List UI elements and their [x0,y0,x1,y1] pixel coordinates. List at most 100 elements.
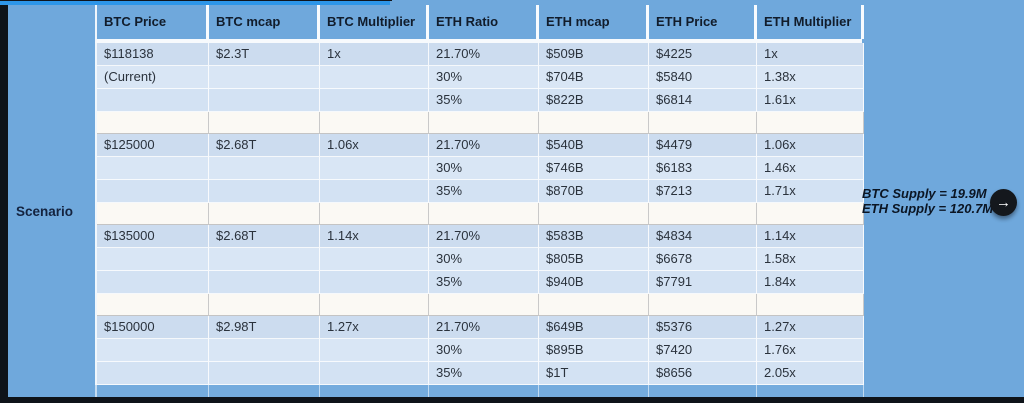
table-cell[interactable] [209,362,320,385]
filler-cell[interactable] [97,385,209,398]
filler-cell[interactable] [209,385,320,398]
table-cell[interactable]: 1.46x [757,157,864,180]
spacer-cell[interactable] [320,294,429,316]
spacer-cell[interactable] [429,294,539,316]
table-cell[interactable]: $5840 [649,66,757,89]
table-cell[interactable]: $8656 [649,362,757,385]
table-cell[interactable] [320,89,429,112]
table-cell[interactable] [97,180,209,203]
table-cell[interactable]: $540B [539,134,649,157]
table-cell[interactable]: 21.70% [429,316,539,339]
table-cell[interactable]: 35% [429,180,539,203]
table-cell[interactable] [209,157,320,180]
table-cell[interactable] [320,157,429,180]
spacer-cell[interactable] [649,294,757,316]
table-cell[interactable] [97,89,209,112]
table-cell[interactable] [209,180,320,203]
table-cell[interactable]: 1.58x [757,248,864,271]
table-cell[interactable]: $704B [539,66,649,89]
table-cell[interactable] [320,362,429,385]
spacer-cell[interactable] [97,203,209,225]
table-cell[interactable] [209,89,320,112]
table-cell[interactable]: $2.68T [209,134,320,157]
spacer-cell[interactable] [757,112,864,134]
table-cell[interactable]: $870B [539,180,649,203]
spacer-cell[interactable] [757,294,864,316]
filler-cell[interactable] [539,385,649,398]
table-cell[interactable]: 2.05x [757,362,864,385]
table-cell[interactable]: 30% [429,66,539,89]
table-cell[interactable]: $6814 [649,89,757,112]
table-cell[interactable]: 1.06x [757,134,864,157]
table-cell[interactable]: 1.84x [757,271,864,294]
table-cell[interactable]: 1.38x [757,66,864,89]
table-cell[interactable] [97,271,209,294]
spacer-cell[interactable] [539,294,649,316]
spacer-cell[interactable] [320,112,429,134]
table-cell[interactable]: $940B [539,271,649,294]
table-cell[interactable]: $7213 [649,180,757,203]
table-cell[interactable]: $6183 [649,157,757,180]
table-cell[interactable]: 1.71x [757,180,864,203]
spacer-cell[interactable] [429,112,539,134]
table-cell[interactable]: 1.14x [757,225,864,248]
table-cell[interactable] [320,271,429,294]
table-cell[interactable]: $822B [539,89,649,112]
table-cell[interactable]: $6678 [649,248,757,271]
table-cell[interactable] [97,339,209,362]
table-cell[interactable]: $895B [539,339,649,362]
table-cell[interactable]: $4225 [649,43,757,66]
table-cell[interactable]: 1.27x [757,316,864,339]
table-cell[interactable]: 35% [429,271,539,294]
spacer-cell[interactable] [539,203,649,225]
table-cell[interactable]: 35% [429,89,539,112]
table-cell[interactable] [320,180,429,203]
table-cell[interactable]: 1x [757,43,864,66]
table-cell[interactable]: $2.68T [209,225,320,248]
table-cell[interactable] [209,66,320,89]
table-cell[interactable] [97,157,209,180]
table-cell[interactable]: 1.06x [320,134,429,157]
spacer-cell[interactable] [757,203,864,225]
table-cell[interactable]: 1.61x [757,89,864,112]
spacer-cell[interactable] [97,294,209,316]
spacer-cell[interactable] [209,203,320,225]
table-cell[interactable]: 1.14x [320,225,429,248]
spacer-cell[interactable] [429,203,539,225]
table-cell[interactable]: $2.98T [209,316,320,339]
spacer-cell[interactable] [649,203,757,225]
header-cell[interactable]: BTC Multiplier [320,5,429,39]
table-cell[interactable]: $583B [539,225,649,248]
next-arrow-button[interactable]: → [990,189,1017,216]
table-cell[interactable] [209,271,320,294]
filler-cell[interactable] [320,385,429,398]
table-cell[interactable]: 35% [429,362,539,385]
header-cell[interactable]: ETH Ratio [429,5,539,39]
spacer-cell[interactable] [320,203,429,225]
header-cell[interactable]: BTC Price [97,5,209,39]
table-cell[interactable] [320,66,429,89]
table-cell[interactable] [209,248,320,271]
spacer-cell[interactable] [649,112,757,134]
filler-cell[interactable] [429,385,539,398]
table-cell[interactable]: 30% [429,248,539,271]
table-cell[interactable]: 21.70% [429,43,539,66]
table-cell[interactable]: 1x [320,43,429,66]
table-cell[interactable]: $509B [539,43,649,66]
table-cell[interactable]: $1T [539,362,649,385]
table-cell[interactable]: 21.70% [429,225,539,248]
spacer-cell[interactable] [209,112,320,134]
table-cell[interactable]: $649B [539,316,649,339]
table-cell[interactable]: $4834 [649,225,757,248]
table-cell[interactable]: $125000 [97,134,209,157]
header-cell[interactable]: ETH Multiplier [757,5,864,39]
table-cell[interactable]: $746B [539,157,649,180]
table-cell[interactable]: $805B [539,248,649,271]
table-cell[interactable] [209,339,320,362]
table-cell[interactable]: $135000 [97,225,209,248]
table-cell[interactable] [97,248,209,271]
spacer-cell[interactable] [539,112,649,134]
table-cell[interactable]: 1.76x [757,339,864,362]
table-cell[interactable]: 1.27x [320,316,429,339]
spacer-cell[interactable] [209,294,320,316]
